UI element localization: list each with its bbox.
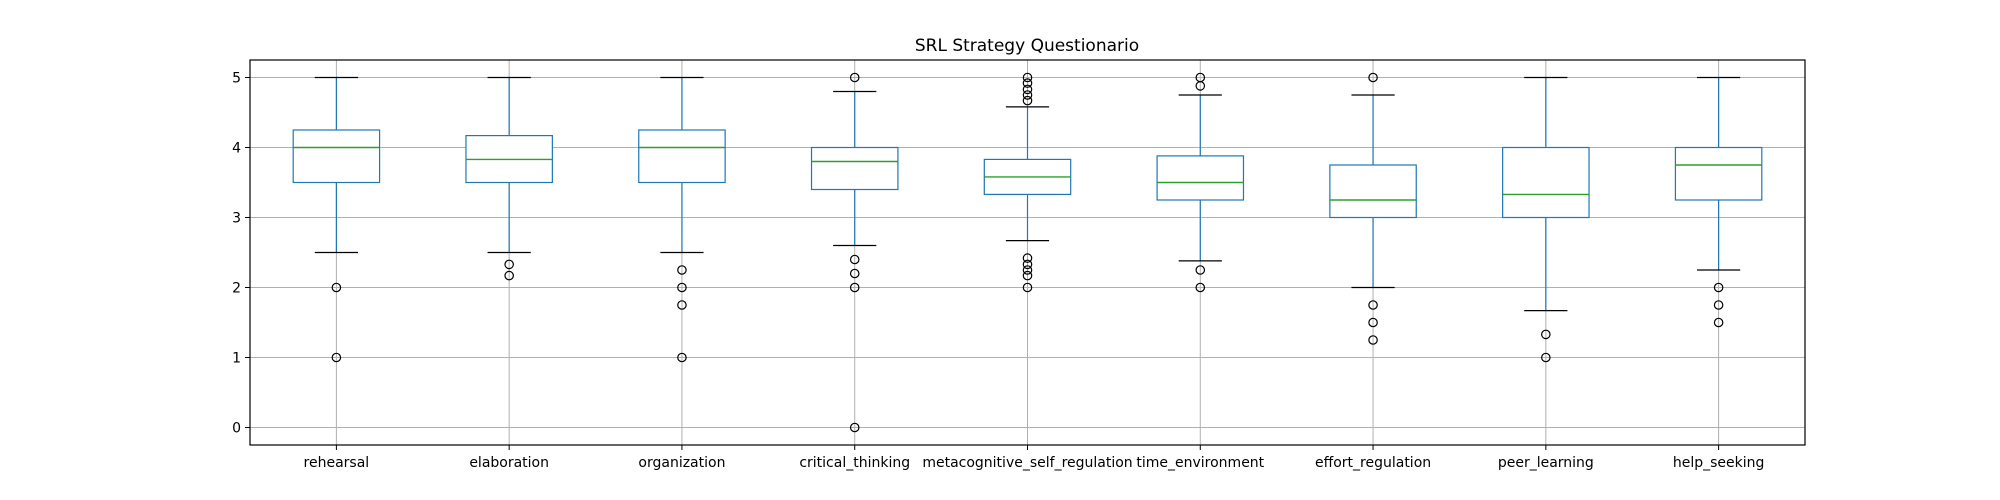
x-axis: rehearsal elaboration organization critical… (304, 445, 1765, 471)
outlier-point (1713, 317, 1724, 328)
outlier-point (849, 72, 860, 83)
y-axis: 0 1 2 3 4 5 (232, 71, 250, 437)
box-metacognitive-self-regulation (983, 72, 1072, 293)
box-critical-thinking (810, 72, 899, 433)
outlier-point (1022, 72, 1033, 83)
iqr-box (1156, 155, 1245, 201)
outlier-point (1541, 352, 1551, 363)
x-tick-label-help-seeking: help_seeking (1673, 455, 1765, 471)
iqr-box (292, 129, 381, 184)
outlier-point (504, 270, 514, 281)
iqr-box (1674, 146, 1763, 201)
x-tick-label-metacognitive-self-regulation: metacognitive_self_regulation (922, 455, 1132, 471)
y-tick-label: 3 (232, 211, 241, 227)
outlier-point (1368, 335, 1378, 345)
box-plots (292, 72, 1763, 433)
outlier-point (1022, 78, 1033, 88)
x-tick-label-elaboration: elaboration (469, 455, 549, 471)
iqr-box (1329, 164, 1417, 219)
outlier-point (1022, 270, 1033, 281)
chart-title: SRL Strategy Questionario (915, 36, 1139, 56)
outlier-point (849, 282, 860, 293)
outlier-point (1368, 300, 1378, 310)
box-time-environment (1156, 72, 1245, 293)
outlier-point (1022, 84, 1033, 95)
x-tick-label-time-environment: time_environment (1136, 455, 1264, 471)
outlier-point (1022, 253, 1033, 263)
outlier-point (1368, 72, 1378, 83)
outlier-point (849, 422, 860, 433)
y-tick-label: 4 (232, 141, 241, 157)
y-tick-label: 1 (232, 351, 241, 367)
y-tick-label: 5 (232, 71, 241, 87)
outlier-point (504, 259, 514, 270)
iqr-box (810, 146, 899, 191)
outlier-point (1541, 329, 1551, 340)
x-tick-label-critical-thinking: critical_thinking (799, 455, 910, 471)
outlier-point (1713, 282, 1724, 293)
y-tick-label: 2 (232, 281, 241, 297)
outlier-point (849, 254, 860, 265)
box-rehearsal (292, 76, 381, 363)
outlier-point (1022, 265, 1033, 275)
y-tick-label: 0 (232, 421, 241, 437)
outlier-point (1195, 265, 1206, 275)
outlier-point (1022, 259, 1033, 270)
box-elaboration (465, 76, 553, 281)
box-organization (638, 76, 726, 363)
outlier-point (1368, 317, 1378, 328)
outlier-point (1195, 282, 1206, 293)
iqr-box (1502, 146, 1590, 219)
iqr-box (638, 129, 726, 184)
outlier-point (1713, 300, 1724, 310)
x-tick-label-rehearsal: rehearsal (304, 455, 370, 471)
outlier-point (1022, 90, 1033, 100)
outlier-point (1022, 95, 1033, 106)
x-tick-label-organization: organization (638, 455, 725, 471)
x-tick-label-peer-learning: peer_learning (1498, 455, 1594, 471)
outlier-point (331, 352, 342, 363)
box-effort-regulation (1329, 72, 1417, 345)
outlier-point (1022, 282, 1033, 293)
outlier-point (677, 300, 687, 310)
box-help-seeking (1674, 76, 1763, 328)
x-tick-label-effort-regulation: effort_regulation (1315, 455, 1431, 471)
outlier-point (1195, 81, 1206, 91)
box-peer-learning (1502, 76, 1590, 363)
outlier-point (677, 265, 687, 275)
outlier-point (677, 352, 687, 363)
outlier-point (331, 282, 342, 293)
outlier-point (677, 282, 687, 293)
outlier-point (849, 268, 860, 279)
axes-frame (249, 59, 1806, 446)
